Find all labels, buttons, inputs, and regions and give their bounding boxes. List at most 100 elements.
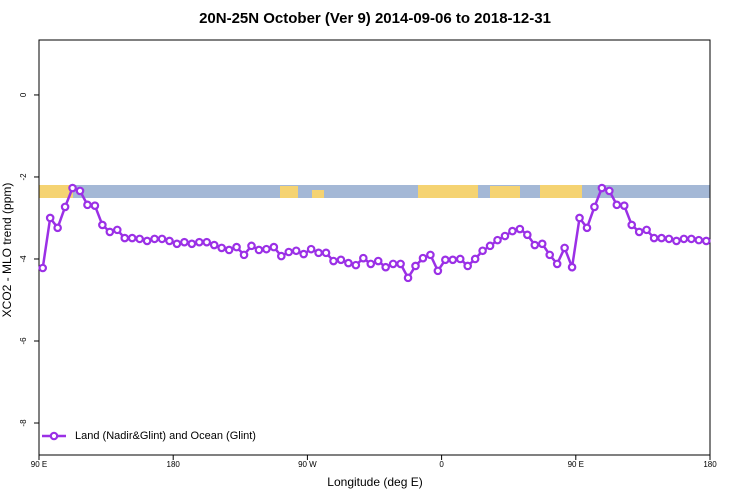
- data-point: [508, 226, 517, 236]
- x-tick-label: 90 E: [31, 460, 47, 469]
- data-point: [217, 243, 226, 253]
- data-point: [187, 239, 197, 249]
- data-point: [530, 240, 540, 250]
- data-point: [485, 241, 495, 251]
- plot-frame: [38, 39, 711, 456]
- data-point: [463, 261, 472, 271]
- data-point: [657, 233, 666, 243]
- data-point: [38, 263, 48, 273]
- data-point: [701, 236, 711, 246]
- data-point: [239, 250, 249, 260]
- data-point: [552, 259, 562, 269]
- data-point: [373, 256, 383, 266]
- legend-marker: [49, 431, 59, 441]
- data-point: [344, 258, 353, 268]
- data-point: [381, 262, 390, 272]
- data-point: [441, 255, 450, 265]
- data-point: [493, 235, 502, 245]
- data-point: [291, 246, 301, 256]
- y-tick-label: -6: [19, 337, 28, 345]
- data-point: [396, 259, 405, 269]
- y-axis-label: XCO2 - MLO trend (ppm): [0, 183, 14, 318]
- data-point: [411, 261, 420, 271]
- data-point: [247, 241, 256, 251]
- data-point: [165, 236, 174, 246]
- data-point: [500, 231, 510, 241]
- data-point: [60, 202, 70, 212]
- data-point: [455, 254, 465, 264]
- data-point: [314, 248, 323, 258]
- data-point: [269, 242, 279, 252]
- data-point: [619, 201, 629, 210]
- data-point: [68, 183, 77, 193]
- data-point: [634, 227, 644, 237]
- x-tick-label: 0: [439, 460, 444, 469]
- x-tick-label: 180: [167, 460, 181, 469]
- data-point: [127, 233, 137, 243]
- data-point: [262, 244, 271, 254]
- data-point: [172, 239, 182, 249]
- data-point: [388, 259, 398, 269]
- x-tick-label: 90 W: [298, 460, 317, 469]
- data-point: [560, 243, 569, 253]
- data-point: [209, 240, 219, 250]
- data-point: [687, 234, 696, 244]
- data-point: [299, 249, 308, 259]
- data-point: [523, 230, 532, 240]
- data-point: [642, 225, 651, 235]
- data-point: [597, 183, 607, 193]
- x-axis-label: Longitude (deg E): [327, 475, 422, 489]
- data-point: [664, 234, 674, 244]
- data-point: [567, 262, 577, 272]
- data-point: [679, 234, 689, 244]
- data-point: [672, 236, 681, 246]
- data-point: [150, 234, 159, 244]
- data-point: [180, 237, 189, 247]
- data-point: [120, 233, 130, 243]
- data-point: [448, 255, 458, 265]
- data-point: [90, 201, 100, 210]
- data-point: [45, 213, 55, 223]
- data-point: [433, 266, 443, 276]
- data-point: [277, 251, 286, 261]
- data-point: [336, 255, 346, 265]
- data-point: [545, 250, 555, 260]
- data-point: [426, 250, 435, 260]
- data-point: [135, 234, 144, 244]
- data-point: [83, 200, 92, 210]
- data-point: [329, 256, 338, 266]
- data-point: [612, 200, 622, 210]
- y-tick-label: -4: [19, 255, 28, 263]
- data-point: [157, 234, 167, 244]
- data-point: [418, 253, 428, 263]
- data-point: [254, 245, 264, 255]
- data-point: [53, 223, 62, 233]
- y-tick-label: 0: [19, 92, 28, 97]
- x-tick-label: 180: [703, 460, 717, 469]
- y-tick-label: -8: [19, 419, 28, 427]
- data-point: [224, 245, 234, 255]
- data-point: [232, 242, 241, 252]
- data-point: [694, 235, 704, 245]
- data-point: [627, 220, 637, 230]
- data-point: [470, 254, 480, 264]
- data-point: [537, 239, 547, 249]
- data-point: [478, 246, 487, 256]
- data-point: [284, 247, 294, 257]
- data-point: [590, 202, 599, 212]
- data-point: [321, 248, 331, 258]
- data-point: [75, 186, 85, 196]
- data-point: [98, 220, 107, 230]
- data-point: [112, 225, 122, 235]
- data-point: [649, 233, 659, 243]
- data-point: [194, 237, 204, 247]
- data-point: [582, 223, 592, 233]
- data-point: [359, 253, 368, 263]
- data-point: [142, 236, 152, 246]
- map-strip: [39, 185, 710, 198]
- legend-label: Land (Nadir&Glint) and Ocean (Glint): [75, 430, 256, 442]
- data-point: [575, 213, 584, 223]
- chart-title: 20N-25N October (Ver 9) 2014-09-06 to 20…: [199, 10, 551, 27]
- data-point: [105, 227, 115, 237]
